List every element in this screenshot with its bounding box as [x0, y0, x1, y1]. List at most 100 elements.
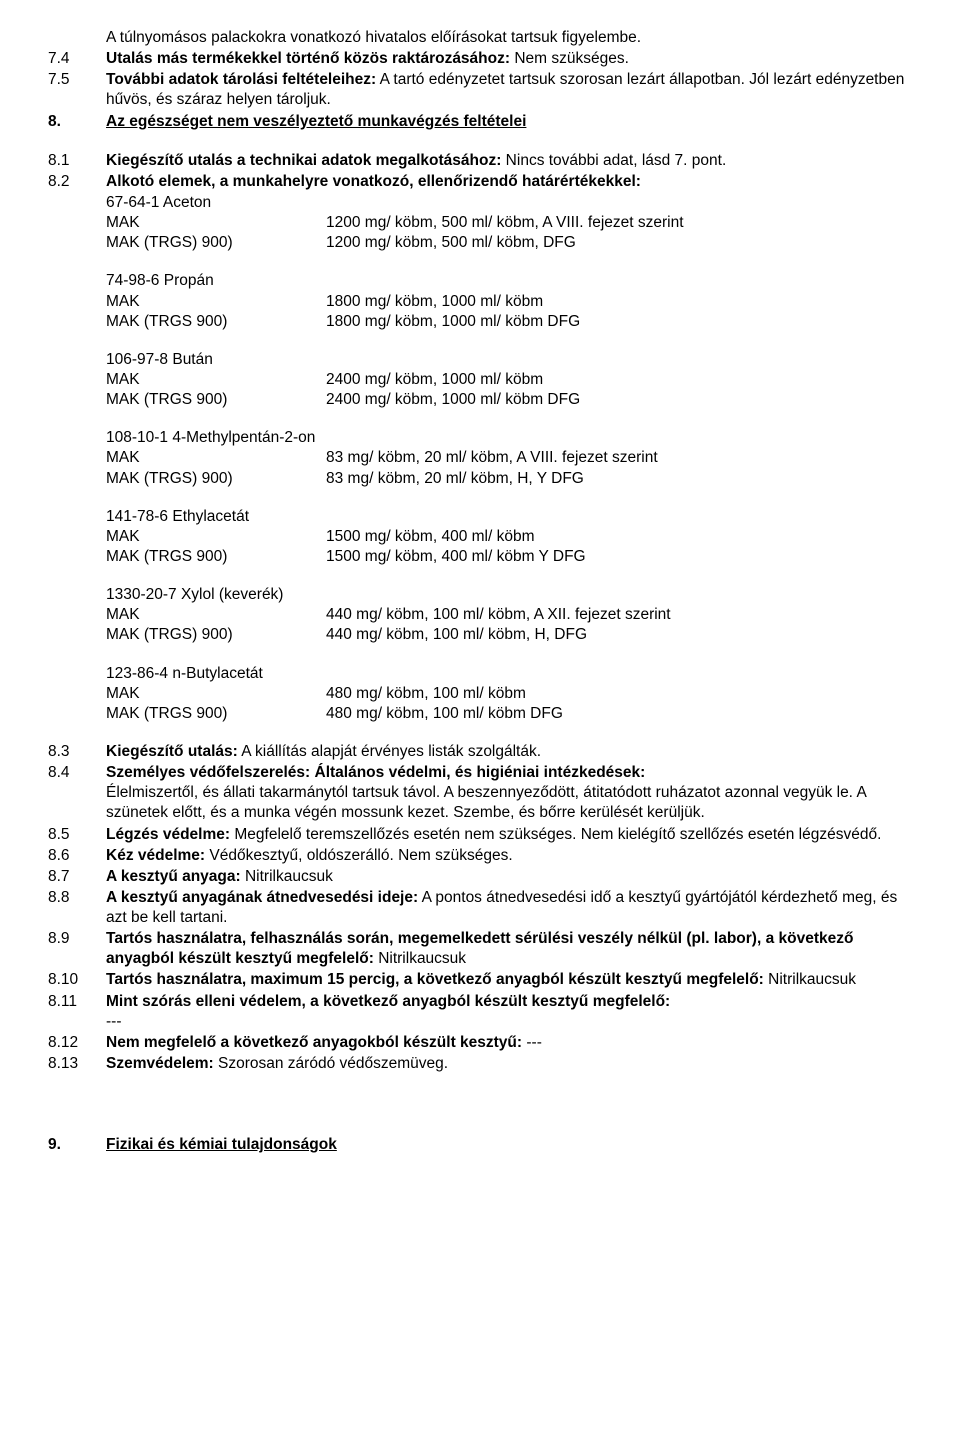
substance-key: MAK [106, 605, 326, 625]
txt-8-9: Tartós használatra, felhasználás során, … [106, 929, 912, 969]
val-8-1: Nincs további adat, lásd 7. pont. [501, 152, 726, 169]
txt-8-1: Kiegészítő utalás a technikai adatok meg… [106, 151, 912, 171]
substance-value: 440 mg/ köbm, 100 ml/ köbm, H, DFG [326, 625, 912, 645]
lbl-8-6: Kéz védelme: [106, 847, 205, 864]
num-9: 9. [48, 1135, 106, 1155]
row-8-2: 8.2 Alkotó elemek, a munkahelyre vonatko… [48, 172, 912, 192]
lbl-8-8: A kesztyű anyagának átnedvesedési ideje: [106, 889, 418, 906]
substance-key: MAK (TRGS 900) [106, 547, 326, 567]
substance-key: MAK [106, 527, 326, 547]
row-8-9: 8.9 Tartós használatra, felhasználás sor… [48, 929, 912, 969]
lbl-8-3: Kiegészítő utalás: [106, 743, 238, 760]
title-8: Az egészséget nem veszélyeztető munkavég… [106, 112, 912, 132]
num-8-2: 8.2 [48, 172, 106, 192]
substance-name: 123-86-4 n-Butylacetát [106, 664, 912, 684]
substance-name: 141-78-6 Ethylacetát [106, 507, 912, 527]
substance-block: 123-86-4 n-ButylacetátMAK480 mg/ köbm, 1… [106, 664, 912, 724]
substance-key: MAK (TRGS) 900) [106, 233, 326, 253]
substance-row: MAK (TRGS) 900)83 mg/ köbm, 20 ml/ köbm,… [106, 469, 912, 489]
substance-block: 74-98-6 PropánMAK1800 mg/ köbm, 1000 ml/… [106, 271, 912, 331]
row-8-6: 8.6 Kéz védelme: Védőkesztyű, oldószerál… [48, 846, 912, 866]
num-8-3: 8.3 [48, 742, 106, 762]
substance-row: MAK83 mg/ köbm, 20 ml/ köbm, A VIII. fej… [106, 448, 912, 468]
num-8-13: 8.13 [48, 1054, 106, 1074]
substance-value: 1200 mg/ köbm, 500 ml/ köbm, DFG [326, 233, 912, 253]
substance-value: 1800 mg/ köbm, 1000 ml/ köbm DFG [326, 312, 912, 332]
substance-key: MAK (TRGS) 900) [106, 625, 326, 645]
txt-8-4: Személyes védőfelszerelés: Általános véd… [106, 763, 912, 823]
lbl-8-12: Nem megfelelő a következő anyagokból kés… [106, 1034, 522, 1051]
substance-key: MAK (TRGS 900) [106, 312, 326, 332]
lbl-8-2: Alkotó elemek, a munkahelyre vonatkozó, … [106, 172, 912, 192]
val-8-13: Szorosan záródó védőszemüveg. [214, 1055, 448, 1072]
val-8-5: Megfelelő teremszellőzés esetén nem szük… [230, 826, 881, 843]
num-8-11: 8.11 [48, 992, 106, 1032]
txt-8-8: A kesztyű anyagának átnedvesedési ideje:… [106, 888, 912, 928]
row-8-11: 8.11 Mint szórás elleni védelem, a követ… [48, 992, 912, 1032]
intro-num [48, 28, 106, 48]
txt-8-12: Nem megfelelő a következő anyagokból kés… [106, 1033, 912, 1053]
val-8-10: Nitrilkaucsuk [764, 971, 856, 988]
substance-key: MAK [106, 684, 326, 704]
substance-row: MAK (TRGS) 900)440 mg/ köbm, 100 ml/ köb… [106, 625, 912, 645]
val-8-4: Élelmiszertől, és állati takarmánytól ta… [106, 784, 866, 821]
lbl-8-5: Légzés védelme: [106, 826, 230, 843]
lbl-8-1: Kiegészítő utalás a technikai adatok meg… [106, 152, 501, 169]
lbl-8-11: Mint szórás elleni védelem, a következő … [106, 993, 670, 1010]
substance-value: 2400 mg/ köbm, 1000 ml/ köbm DFG [326, 390, 912, 410]
val-8-9: Nitrilkaucsuk [374, 950, 466, 967]
substance-name: 67-64-1 Aceton [106, 193, 912, 213]
substance-block: 1330-20-7 Xylol (keverék)MAK440 mg/ köbm… [106, 585, 912, 645]
substance-value: 480 mg/ köbm, 100 ml/ köbm [326, 684, 912, 704]
substance-row: MAK1200 mg/ köbm, 500 ml/ köbm, A VIII. … [106, 213, 912, 233]
title-9: Fizikai és kémiai tulajdonságok [106, 1135, 912, 1155]
num-8: 8. [48, 112, 106, 132]
row-8-1: 8.1 Kiegészítő utalás a technikai adatok… [48, 151, 912, 171]
num-8-6: 8.6 [48, 846, 106, 866]
num-8-7: 8.7 [48, 867, 106, 887]
substance-block: 67-64-1 AcetonMAK1200 mg/ köbm, 500 ml/ … [106, 193, 912, 253]
num-8-1: 8.1 [48, 151, 106, 171]
val-8-11: --- [106, 1013, 122, 1030]
substance-key: MAK [106, 292, 326, 312]
substance-block: 141-78-6 EthylacetátMAK1500 mg/ köbm, 40… [106, 507, 912, 567]
txt-8-13: Szemvédelem: Szorosan záródó védőszemüve… [106, 1054, 912, 1074]
substance-block: 106-97-8 ButánMAK2400 mg/ köbm, 1000 ml/… [106, 350, 912, 410]
val-8-7: Nitrilkaucsuk [241, 868, 333, 885]
row-8-12: 8.12 Nem megfelelő a következő anyagokbó… [48, 1033, 912, 1053]
substance-row: MAK1500 mg/ köbm, 400 ml/ köbm [106, 527, 912, 547]
substance-name: 108-10-1 4-Methylpentán-2-on [106, 428, 912, 448]
substance-name: 1330-20-7 Xylol (keverék) [106, 585, 912, 605]
lbl-8-9: Tartós használatra, felhasználás során, … [106, 930, 853, 967]
txt-7-4: Utalás más termékekkel történő közös rak… [106, 49, 912, 69]
substance-block: 108-10-1 4-Methylpentán-2-onMAK83 mg/ kö… [106, 428, 912, 488]
num-7-5: 7.5 [48, 70, 106, 110]
intro-line: A túlnyomásos palackokra vonatkozó hivat… [48, 28, 912, 48]
row-9-head: 9. Fizikai és kémiai tulajdonságok [48, 1135, 912, 1155]
substance-row: MAK440 mg/ köbm, 100 ml/ köbm, A XII. fe… [106, 605, 912, 625]
txt-8-11: Mint szórás elleni védelem, a következő … [106, 992, 912, 1032]
num-7-4: 7.4 [48, 49, 106, 69]
substance-value: 83 mg/ köbm, 20 ml/ köbm, A VIII. fejeze… [326, 448, 912, 468]
substance-row: MAK (TRGS 900)1800 mg/ köbm, 1000 ml/ kö… [106, 312, 912, 332]
row-8-8: 8.8 A kesztyű anyagának átnedvesedési id… [48, 888, 912, 928]
row-7-4: 7.4 Utalás más termékekkel történő közös… [48, 49, 912, 69]
num-8-4: 8.4 [48, 763, 106, 823]
intro-text: A túlnyomásos palackokra vonatkozó hivat… [106, 28, 912, 48]
num-8-12: 8.12 [48, 1033, 106, 1053]
substance-key: MAK (TRGS 900) [106, 390, 326, 410]
substance-row: MAK (TRGS 900)480 mg/ köbm, 100 ml/ köbm… [106, 704, 912, 724]
substance-row: MAK480 mg/ köbm, 100 ml/ köbm [106, 684, 912, 704]
txt-8-10: Tartós használatra, maximum 15 percig, a… [106, 970, 912, 990]
substance-value: 2400 mg/ köbm, 1000 ml/ köbm [326, 370, 912, 390]
substance-value: 1800 mg/ köbm, 1000 ml/ köbm [326, 292, 912, 312]
txt-7-5: További adatok tárolási feltételeihez: A… [106, 70, 912, 110]
substance-row: MAK (TRGS 900)2400 mg/ köbm, 1000 ml/ kö… [106, 390, 912, 410]
lbl-8-7: A kesztyű anyaga: [106, 868, 241, 885]
row-7-5: 7.5 További adatok tárolási feltételeihe… [48, 70, 912, 110]
lbl-7-5: További adatok tárolási feltételeihez: [106, 71, 376, 88]
substance-row: MAK1800 mg/ köbm, 1000 ml/ köbm [106, 292, 912, 312]
num-8-5: 8.5 [48, 825, 106, 845]
num-8-9: 8.9 [48, 929, 106, 969]
lbl-8-13: Szemvédelem: [106, 1055, 214, 1072]
